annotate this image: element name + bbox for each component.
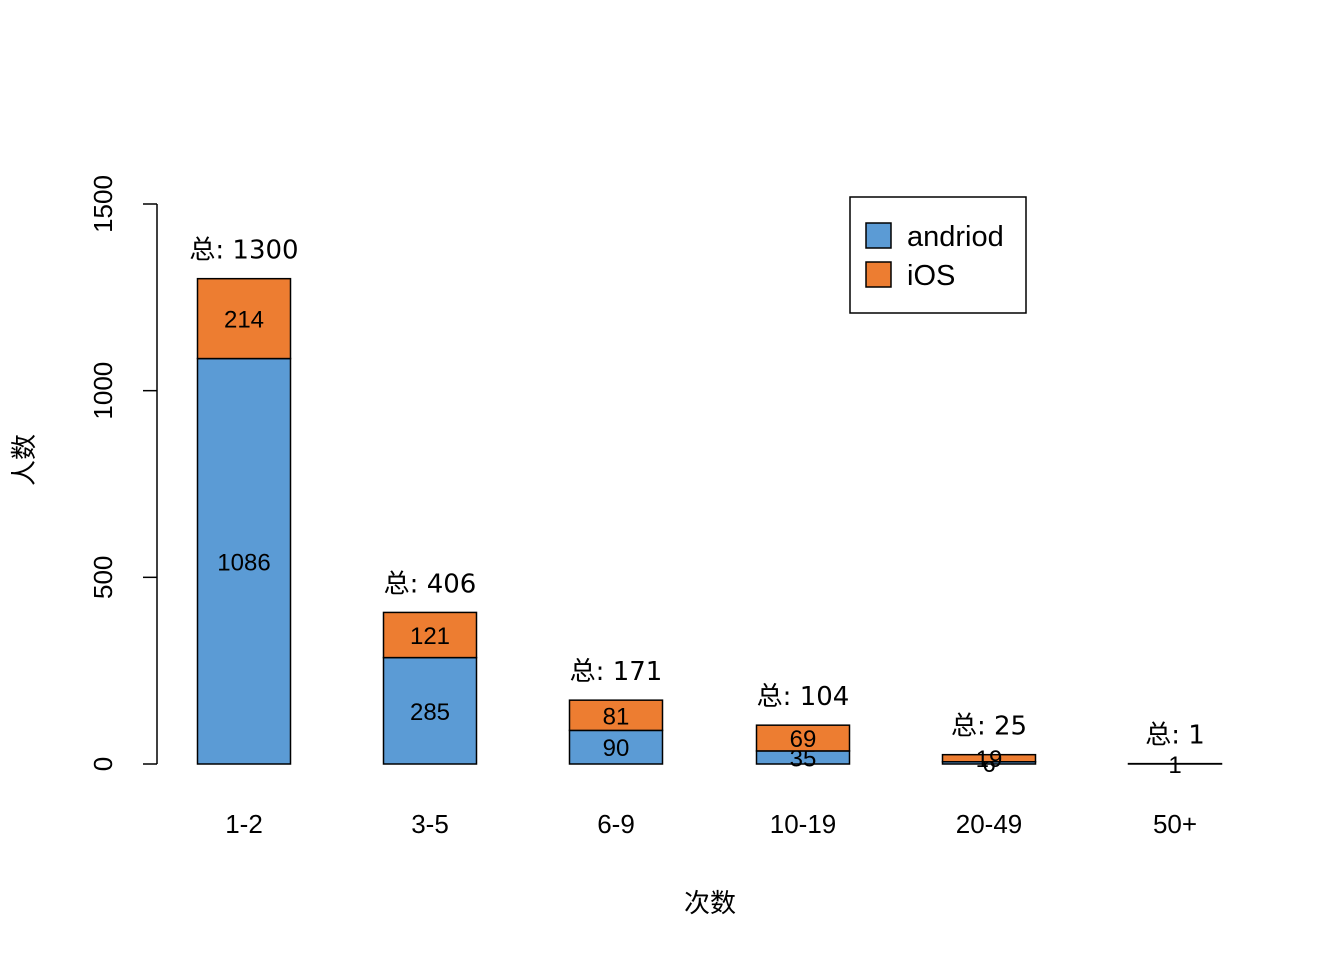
bar-ios-3-5: [382, 611, 478, 659]
legend: andriod iOS: [849, 196, 1027, 314]
bar-value-label: 90: [603, 735, 630, 762]
x-tick-labels: 1-2 3-5 6-9 10-19 20-49 50+: [225, 809, 1197, 839]
y-tick-label: 0: [88, 757, 118, 771]
bar-value-label: 81: [603, 703, 630, 730]
x-axis-title: 次数: [684, 889, 736, 919]
x-tick-label: 3-5: [411, 809, 449, 839]
total-label: 总: 171: [570, 657, 663, 687]
y-axis: 0 500 1000 1500: [88, 175, 158, 771]
legend-swatch-andriod: [865, 222, 892, 249]
y-tick-label: 500: [88, 556, 118, 599]
bar-value-label: 1: [1168, 752, 1181, 779]
y-tick-label: 1500: [88, 175, 118, 233]
total-label: 总: 1300: [189, 236, 298, 266]
bar-value-label: 285: [410, 699, 450, 726]
bar-andriod-1-2: [196, 357, 292, 765]
legend-label-andriod: andriod: [907, 221, 1004, 253]
bar-value-label: 121: [410, 623, 450, 650]
legend-swatch-ios: [865, 261, 892, 288]
y-tick-label: 1000: [88, 362, 118, 420]
total-label: 总: 104: [757, 682, 850, 712]
y-axis-title: 人数: [10, 434, 40, 486]
legend-label-ios: iOS: [907, 260, 955, 292]
bar-value-label: 1086: [217, 549, 270, 576]
x-tick-label: 50+: [1153, 809, 1197, 839]
legend-box: [849, 196, 1027, 314]
total-label: 总: 25: [951, 712, 1027, 742]
bar-ios-20-49: [941, 753, 1037, 763]
bar-ios-1-2: [196, 277, 292, 360]
bar-ios-10-19: [755, 724, 851, 752]
x-tick-label: 20-49: [956, 809, 1023, 839]
total-label: 总: 1: [1145, 721, 1205, 751]
bar-value-label: 214: [224, 307, 264, 334]
x-tick-label: 6-9: [597, 809, 635, 839]
bar-value-label: 69: [790, 726, 817, 753]
bar-value-label: 19: [976, 746, 1003, 773]
bar-ios-6-9: [568, 699, 664, 732]
x-tick-label: 10-19: [770, 809, 837, 839]
x-tick-label: 1-2: [225, 809, 263, 839]
total-label: 总: 406: [384, 569, 477, 599]
